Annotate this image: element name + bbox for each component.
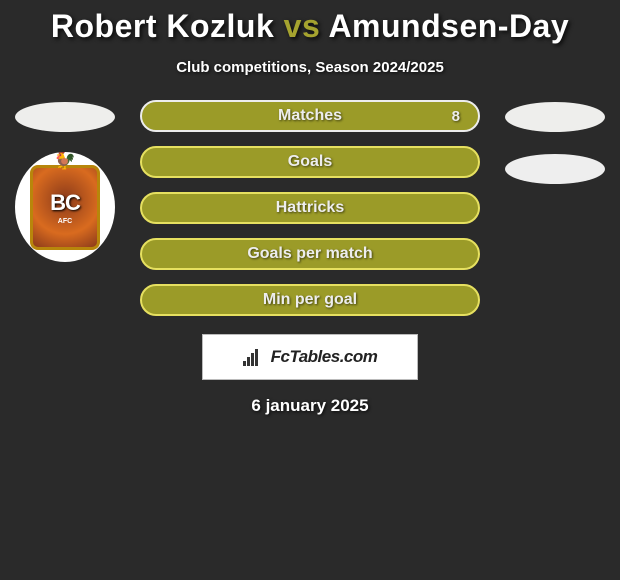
- subtitle: Club competitions, Season 2024/2025: [0, 59, 620, 76]
- crest-subtext: AFC: [58, 218, 72, 225]
- stat-bar-goals: Goals: [140, 146, 480, 178]
- stat-label-matches: Matches: [278, 107, 342, 125]
- stat-bar-matches: Matches 8: [140, 100, 480, 132]
- stat-bar-mpg: Min per goal: [140, 284, 480, 316]
- stat-value-matches-right: 8: [452, 108, 460, 125]
- player2-name: Amundsen-Day: [328, 8, 569, 44]
- stat-label-gpm: Goals per match: [247, 245, 372, 263]
- brand-text: FcTables.com: [271, 347, 378, 367]
- stat-bar-hattricks: Hattricks: [140, 192, 480, 224]
- left-column: 🐓 BC AFC: [10, 100, 120, 262]
- comparison-title: Robert Kozluk vs Amundsen-Day: [0, 0, 620, 45]
- crest-circle: 🐓 BC AFC: [15, 152, 115, 262]
- right-column: [500, 100, 610, 184]
- crest-shield: 🐓 BC AFC: [30, 165, 100, 250]
- stat-label-goals: Goals: [288, 153, 332, 171]
- stat-label-mpg: Min per goal: [263, 291, 357, 309]
- player1-club-crest: 🐓 BC AFC: [15, 152, 115, 262]
- player2-club-placeholder: [505, 154, 605, 184]
- player2-photo-placeholder: [505, 102, 605, 132]
- player1-name: Robert Kozluk: [51, 8, 274, 44]
- vs-separator: vs: [284, 8, 321, 44]
- stats-area: 🐓 BC AFC Matches 8 Goals Hattricks Goals…: [0, 100, 620, 316]
- crest-rooster-icon: 🐓: [54, 152, 76, 171]
- stat-bar-gpm: Goals per match: [140, 238, 480, 270]
- brand-logo-box[interactable]: FcTables.com: [202, 334, 418, 380]
- snapshot-date: 6 january 2025: [0, 396, 620, 416]
- stats-column: Matches 8 Goals Hattricks Goals per matc…: [140, 100, 480, 316]
- player1-photo-placeholder: [15, 102, 115, 132]
- crest-letters: BC: [50, 190, 80, 216]
- stat-label-hattricks: Hattricks: [276, 199, 344, 217]
- brand-chart-icon: [243, 348, 265, 366]
